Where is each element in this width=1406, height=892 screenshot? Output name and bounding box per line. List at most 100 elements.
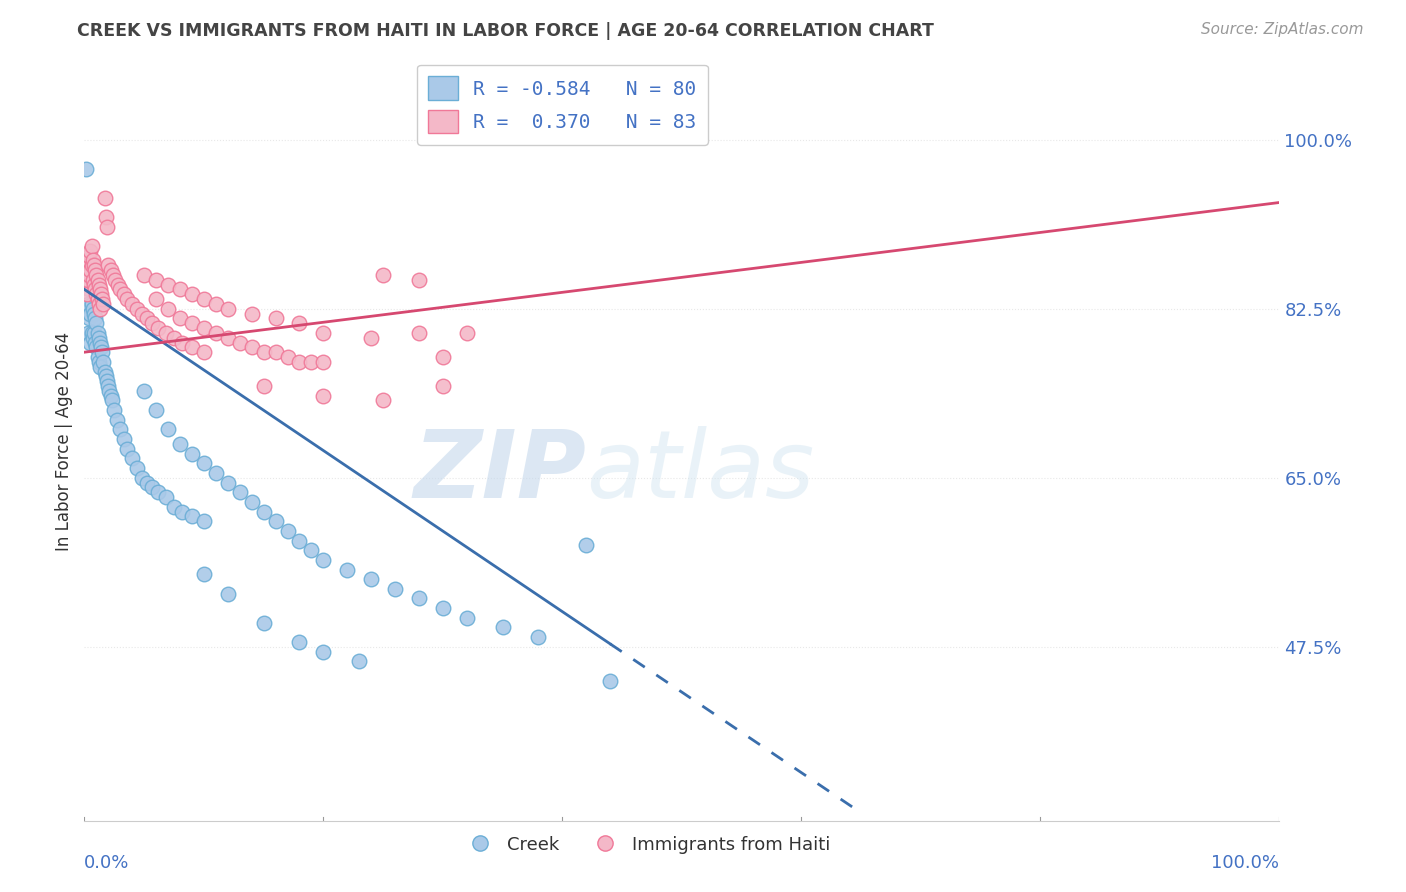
- Point: [492, 620, 515, 634]
- Point: [240, 340, 263, 354]
- Point: [77, 253, 100, 268]
- Point: [155, 326, 177, 340]
- Point: [132, 268, 156, 282]
- Point: [97, 258, 120, 272]
- Point: [169, 282, 191, 296]
- Point: [193, 321, 215, 335]
- Point: [79, 307, 101, 321]
- Point: [86, 326, 108, 340]
- Point: [277, 524, 299, 538]
- Point: [121, 297, 143, 311]
- Text: Source: ZipAtlas.com: Source: ZipAtlas.com: [1201, 22, 1364, 37]
- Point: [312, 645, 335, 659]
- Point: [82, 273, 104, 287]
- Point: [89, 359, 111, 374]
- Point: [181, 287, 204, 301]
- Point: [312, 389, 335, 403]
- Point: [84, 311, 107, 326]
- Point: [301, 355, 323, 369]
- Point: [408, 326, 430, 340]
- Point: [94, 369, 117, 384]
- Point: [76, 268, 98, 282]
- Point: [76, 273, 98, 287]
- Point: [132, 384, 156, 398]
- Point: [100, 389, 122, 403]
- Point: [141, 480, 163, 494]
- Point: [82, 253, 104, 268]
- Point: [107, 277, 129, 292]
- Point: [89, 301, 111, 316]
- Point: [112, 287, 135, 301]
- Text: 0.0%: 0.0%: [84, 855, 129, 872]
- Point: [229, 485, 252, 500]
- Point: [157, 422, 180, 436]
- Point: [90, 287, 112, 301]
- Point: [181, 316, 204, 330]
- Point: [145, 273, 167, 287]
- Point: [253, 379, 276, 393]
- Point: [94, 210, 117, 224]
- Point: [82, 331, 104, 345]
- Point: [432, 601, 454, 615]
- Point: [104, 273, 127, 287]
- Point: [349, 654, 371, 668]
- Point: [96, 219, 118, 234]
- Point: [125, 461, 148, 475]
- Point: [373, 268, 395, 282]
- Point: [86, 268, 108, 282]
- Point: [89, 282, 111, 296]
- Point: [90, 340, 112, 354]
- Point: [112, 432, 135, 446]
- Point: [145, 292, 167, 306]
- Point: [84, 282, 107, 296]
- Text: atlas: atlas: [586, 426, 814, 517]
- Point: [253, 505, 276, 519]
- Point: [77, 297, 100, 311]
- Point: [157, 277, 180, 292]
- Point: [264, 514, 287, 528]
- Point: [193, 292, 215, 306]
- Point: [77, 268, 100, 282]
- Point: [193, 514, 215, 528]
- Point: [312, 553, 335, 567]
- Point: [83, 326, 105, 340]
- Point: [181, 340, 204, 354]
- Point: [131, 471, 153, 485]
- Point: [264, 311, 287, 326]
- Point: [408, 591, 430, 606]
- Point: [312, 326, 335, 340]
- Point: [86, 316, 108, 330]
- Point: [172, 335, 194, 350]
- Text: CREEK VS IMMIGRANTS FROM HAITI IN LABOR FORCE | AGE 20-64 CORRELATION CHART: CREEK VS IMMIGRANTS FROM HAITI IN LABOR …: [77, 22, 934, 40]
- Point: [98, 384, 121, 398]
- Point: [157, 301, 180, 316]
- Point: [432, 379, 454, 393]
- Y-axis label: In Labor Force | Age 20-64: In Labor Force | Age 20-64: [55, 332, 73, 551]
- Point: [384, 582, 406, 596]
- Point: [80, 258, 103, 272]
- Text: ZIP: ZIP: [413, 425, 586, 518]
- Point: [131, 307, 153, 321]
- Point: [135, 311, 157, 326]
- Point: [169, 311, 191, 326]
- Point: [117, 442, 139, 456]
- Point: [77, 311, 100, 326]
- Point: [75, 273, 97, 287]
- Point: [84, 263, 107, 277]
- Point: [575, 538, 598, 552]
- Point: [432, 350, 454, 364]
- Point: [373, 393, 395, 408]
- Point: [83, 307, 105, 321]
- Point: [181, 447, 204, 461]
- Point: [80, 239, 103, 253]
- Text: 100.0%: 100.0%: [1212, 855, 1279, 872]
- Point: [87, 277, 110, 292]
- Point: [79, 335, 101, 350]
- Point: [456, 611, 478, 625]
- Point: [336, 562, 359, 576]
- Point: [169, 437, 191, 451]
- Point: [96, 374, 118, 388]
- Point: [253, 615, 276, 630]
- Point: [288, 533, 311, 548]
- Point: [135, 475, 157, 490]
